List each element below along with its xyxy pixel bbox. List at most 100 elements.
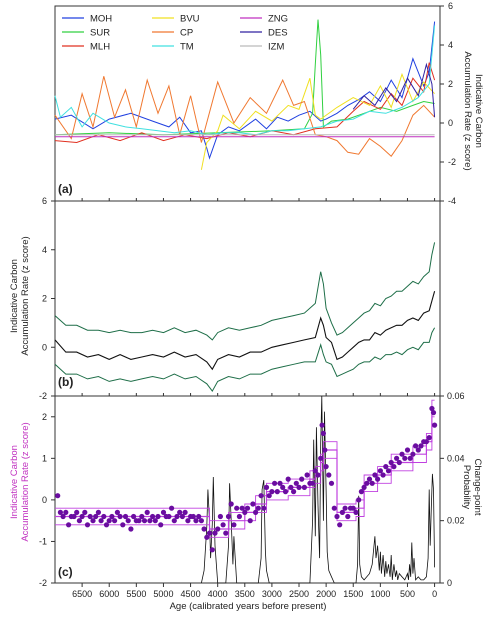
panel-a-frame — [54, 5, 441, 202]
data-point — [353, 509, 359, 515]
data-point — [301, 484, 307, 490]
data-point — [228, 501, 234, 507]
data-point — [204, 534, 210, 540]
x-tick-label-6500: 6500 — [72, 589, 92, 599]
legend-label-moh: MOH — [90, 14, 112, 25]
panel-b-ylabel-line-1: Indicative Carbon — [9, 259, 20, 333]
x-tick-label-6000: 6000 — [99, 589, 119, 599]
data-point — [60, 513, 66, 520]
data-point — [323, 464, 329, 470]
data-point — [128, 526, 134, 532]
data-point — [319, 422, 325, 428]
data-point — [358, 489, 364, 495]
data-point — [109, 513, 115, 520]
y-tick-label-2: 2 — [42, 412, 47, 422]
panel-b-ylabel-line-2: Accumulation Rate (z score) — [20, 236, 31, 355]
y-tick-label-2: 2 — [42, 294, 47, 304]
data-point — [212, 530, 218, 536]
x-tick-label-3500: 3500 — [235, 589, 255, 599]
panel-b-frame — [54, 200, 441, 397]
panel-a-ylabel-line-1: Indicative Carbon — [473, 74, 484, 148]
data-point — [342, 505, 348, 511]
data-point — [396, 459, 402, 466]
y2-tick-label-2: 0.04 — [447, 453, 465, 463]
x-tick-label-4000: 4000 — [208, 589, 228, 599]
data-point — [147, 518, 153, 524]
data-point — [225, 513, 232, 520]
panel-c-y2label-line-2: Probability — [461, 465, 472, 510]
data-point — [269, 489, 275, 495]
changepoint-probability-line — [201, 395, 435, 584]
y-tick-label--1: -1 — [39, 536, 47, 546]
data-point — [217, 513, 223, 520]
series-line-moh — [54, 21, 436, 160]
data-point — [144, 509, 150, 515]
lower-bound-line — [54, 327, 436, 393]
data-point — [394, 455, 400, 461]
data-point — [247, 518, 253, 524]
legend-label-mlh: MLH — [90, 42, 110, 53]
data-point — [166, 513, 172, 520]
y-tick-label-6: 6 — [42, 196, 47, 206]
data-point — [179, 513, 185, 520]
data-point — [220, 522, 226, 528]
data-point — [231, 522, 237, 528]
data-point — [74, 509, 80, 515]
data-point — [136, 518, 142, 524]
data-point — [106, 518, 112, 524]
y-tick-label-0: 0 — [42, 342, 47, 352]
changepoint-probability-series — [201, 395, 435, 584]
data-point — [84, 522, 91, 528]
data-point — [410, 451, 416, 457]
panel-c-y2label-line-1: Change-point — [472, 458, 483, 515]
y-tick-label--2: -2 — [39, 391, 47, 401]
data-point — [383, 464, 389, 470]
data-point — [201, 526, 207, 532]
panel-a-ylabel-line-2: Accumulation Rate (z score) — [462, 51, 473, 170]
data-point — [103, 522, 110, 528]
data-point — [430, 410, 437, 416]
step-fit-band — [55, 399, 435, 538]
y-tick-label--4: -4 — [448, 196, 456, 206]
legend: MOH SUR MLH BVU CP TM ZNG DES IZM — [62, 14, 288, 53]
data-point — [385, 468, 392, 474]
panel-a-series — [54, 19, 436, 170]
data-point — [209, 547, 215, 553]
data-point — [377, 468, 383, 474]
step-fit-median — [55, 407, 435, 530]
legend-label-izm: IZM — [268, 42, 284, 53]
data-point — [274, 489, 280, 495]
x-tick-label-3000: 3000 — [262, 589, 282, 599]
x-axis-label: Age (calibrated years before present) — [170, 601, 327, 612]
data-point — [196, 513, 202, 520]
legend-label-zng: ZNG — [268, 14, 288, 25]
data-point — [399, 451, 405, 457]
data-point — [318, 455, 324, 461]
data-point — [350, 505, 356, 511]
data-point — [250, 501, 256, 507]
data-point — [339, 509, 345, 515]
data-point — [366, 476, 373, 482]
data-point — [55, 493, 61, 499]
panel-c-ylabel-line-1: Indicative Carbon — [9, 445, 20, 519]
panel-a-label: (a) — [58, 182, 73, 196]
data-point — [266, 493, 272, 499]
data-point — [71, 513, 77, 520]
data-point — [361, 484, 367, 490]
data-point — [285, 476, 291, 482]
legend-label-cp: CP — [180, 28, 193, 39]
series-line-bvu — [200, 72, 435, 170]
data-point — [98, 518, 104, 524]
data-point — [82, 509, 88, 515]
panel-a: -4 -2 0 2 4 6 MOH SUR MLH BVU CP TM ZNG DES IZM (a) I… — [54, 1, 484, 206]
data-point — [337, 522, 343, 528]
y-tick-label-0: 0 — [448, 118, 453, 128]
data-point — [404, 447, 411, 453]
data-point — [244, 505, 251, 511]
x-tick-label-1000: 1000 — [370, 589, 390, 599]
data-point — [93, 513, 99, 520]
data-point — [112, 518, 118, 524]
x-tick-label-2500: 2500 — [289, 589, 309, 599]
